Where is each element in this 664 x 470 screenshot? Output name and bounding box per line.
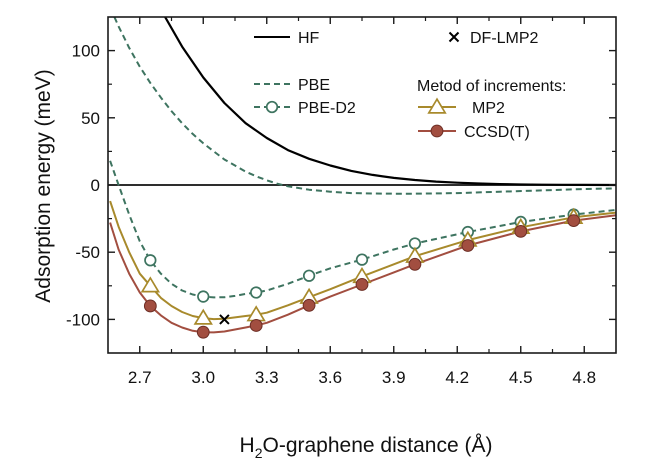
legend: HF DF-LMP2 PBE PBE-D2 Metod of increments: MP… xyxy=(254,30,566,141)
y-tick-label: -50 xyxy=(75,243,100,262)
marker-mp2 xyxy=(193,308,213,325)
legend-label-hf: HF xyxy=(298,30,320,47)
y-tick-label: 0 xyxy=(91,176,100,195)
marker-ccsd-t xyxy=(143,299,157,313)
marker-ccsd-t xyxy=(514,224,528,238)
series-line-pbe xyxy=(113,17,616,195)
marker-mp2 xyxy=(140,276,161,293)
marker-ccsd-t xyxy=(196,325,210,339)
marker-pbe-d2 xyxy=(144,254,157,267)
legend-label-pbe: PBE xyxy=(298,77,330,94)
axis-ticks: 2.7 3.0 3.3 3.6 3.9 4.2 4.5 4.8 -100 -50 0 50 100 xyxy=(66,17,616,387)
legend-label-mp2: MP2 xyxy=(472,100,505,117)
legend-heading: Metod of increments: xyxy=(417,78,566,95)
marker-pbe-d2 xyxy=(250,286,263,299)
y-tick-label: 50 xyxy=(81,109,100,128)
legend-label-ccsd-t: CCSD(T) xyxy=(464,124,530,141)
marker-ccsd-t xyxy=(408,257,422,271)
x-tick-label: 3.9 xyxy=(382,368,406,387)
x-axis-title: H2O-graphene distance (Å) xyxy=(240,434,493,461)
legend-marker-pbe-d2 xyxy=(265,100,279,114)
legend-marker-df-lmp2 xyxy=(448,31,460,43)
x-tick-label: 4.5 xyxy=(509,368,533,387)
marker-ccsd-t xyxy=(249,319,263,332)
y-axis-title: Adsorption energy (meV) xyxy=(32,69,55,302)
series-line-hf xyxy=(164,17,616,187)
marker-df-lmp2 xyxy=(219,314,230,325)
x-tick-label: 3.0 xyxy=(191,368,215,387)
x-tick-label: 4.2 xyxy=(445,368,469,387)
marker-ccsd-t xyxy=(567,214,581,228)
x-tick-label: 2.7 xyxy=(128,368,152,387)
marker-pbe-d2 xyxy=(197,290,210,303)
marker-ccsd-t xyxy=(355,278,369,291)
legend-marker-ccsd-t xyxy=(430,124,444,138)
marker-pbe-d2 xyxy=(302,269,316,282)
marker-ccsd-t xyxy=(302,298,316,312)
x-tick-label: 3.3 xyxy=(255,368,279,387)
y-tick-label: -100 xyxy=(66,310,100,329)
marker-ccsd-t xyxy=(461,239,475,252)
legend-label-df-lmp2: DF-LMP2 xyxy=(470,30,539,47)
marker-pbe-d2 xyxy=(355,253,369,266)
y-tick-label: 100 xyxy=(72,42,100,61)
legend-label-pbe-d2: PBE-D2 xyxy=(298,100,356,117)
legend-marker-mp2 xyxy=(427,97,447,114)
x-tick-label: 4.8 xyxy=(572,368,596,387)
markers-layer xyxy=(140,207,584,339)
x-tick-label: 3.6 xyxy=(318,368,342,387)
